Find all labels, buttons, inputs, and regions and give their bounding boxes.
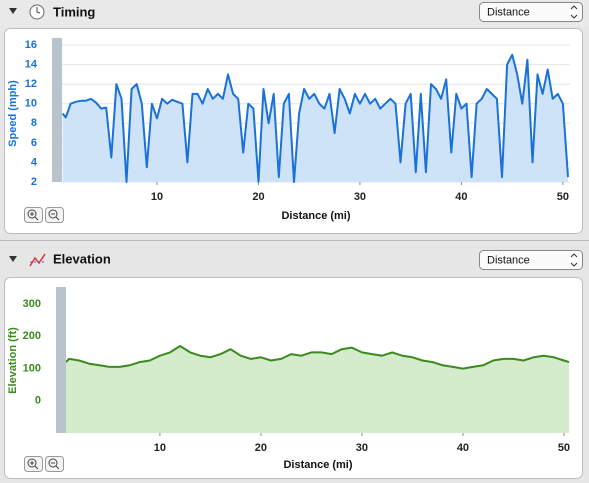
clock-hands <box>36 7 41 14</box>
y-tick-label: 0 <box>35 395 41 407</box>
x-tick-label: 50 <box>557 191 569 203</box>
x-axis-label: Distance (mi) <box>281 210 350 222</box>
dropdown[interactable] <box>479 250 583 270</box>
zoom-icon <box>51 462 60 470</box>
x-tick-label: 30 <box>354 191 366 203</box>
line <box>61 53 569 183</box>
y-axis-label: Elevation (ft) <box>7 327 19 394</box>
zoom-out[interactable] <box>45 456 64 472</box>
dropdown-value: Distance <box>487 6 530 18</box>
y-axis-label: Speed (mph) <box>7 80 19 147</box>
y-tick-label: 300 <box>23 298 41 310</box>
y-tick-label: 12 <box>25 78 37 90</box>
line <box>65 345 570 370</box>
y-tick-label: 6 <box>31 137 37 149</box>
zoom-icon <box>27 458 37 468</box>
x-tick-label: 20 <box>255 442 267 454</box>
zoom-icon <box>51 213 60 221</box>
dropdown-value: Distance <box>487 254 530 266</box>
area <box>66 346 569 433</box>
y-tick-label: 8 <box>31 117 37 129</box>
x-tick-label: 40 <box>457 442 469 454</box>
dropdown[interactable] <box>479 2 583 22</box>
scroll-bar <box>52 38 62 182</box>
zoom-icon <box>48 209 58 219</box>
x-axis-label: Distance (mi) <box>283 459 352 471</box>
x-tick-label: 40 <box>455 191 467 203</box>
y-tick-label: 16 <box>25 39 37 51</box>
x-tick-label: 20 <box>252 191 264 203</box>
zoom-icon <box>48 458 58 468</box>
elevation-icon <box>29 253 46 267</box>
zoom-in[interactable] <box>24 456 43 472</box>
scroll-bar <box>56 287 66 433</box>
collapse-toggle[interactable] <box>9 256 17 262</box>
divider <box>0 240 589 241</box>
x-tick-label: 50 <box>558 442 570 454</box>
x-tick-label: 30 <box>356 442 368 454</box>
y-tick-label: 100 <box>23 362 41 374</box>
x-tick-label: 10 <box>154 442 166 454</box>
dropdown-arrows <box>570 253 578 267</box>
y-tick-label: 200 <box>23 330 41 342</box>
panel-title: Elevation <box>53 251 111 266</box>
zoom-icon <box>27 209 37 219</box>
x-tick-label: 10 <box>151 191 163 203</box>
zoom-in[interactable] <box>24 207 43 223</box>
collapse-toggle[interactable] <box>9 8 17 14</box>
zoom-icon <box>30 212 39 221</box>
zoom-icon <box>30 461 39 470</box>
y-tick-label: 14 <box>25 58 38 70</box>
y-tick-label: 4 <box>31 156 38 168</box>
dropdown-arrows <box>570 5 578 19</box>
y-tick-label: 2 <box>31 176 37 188</box>
zoom-out[interactable] <box>45 207 64 223</box>
panel-title: Timing <box>53 4 95 19</box>
y-tick-label: 10 <box>25 98 37 110</box>
